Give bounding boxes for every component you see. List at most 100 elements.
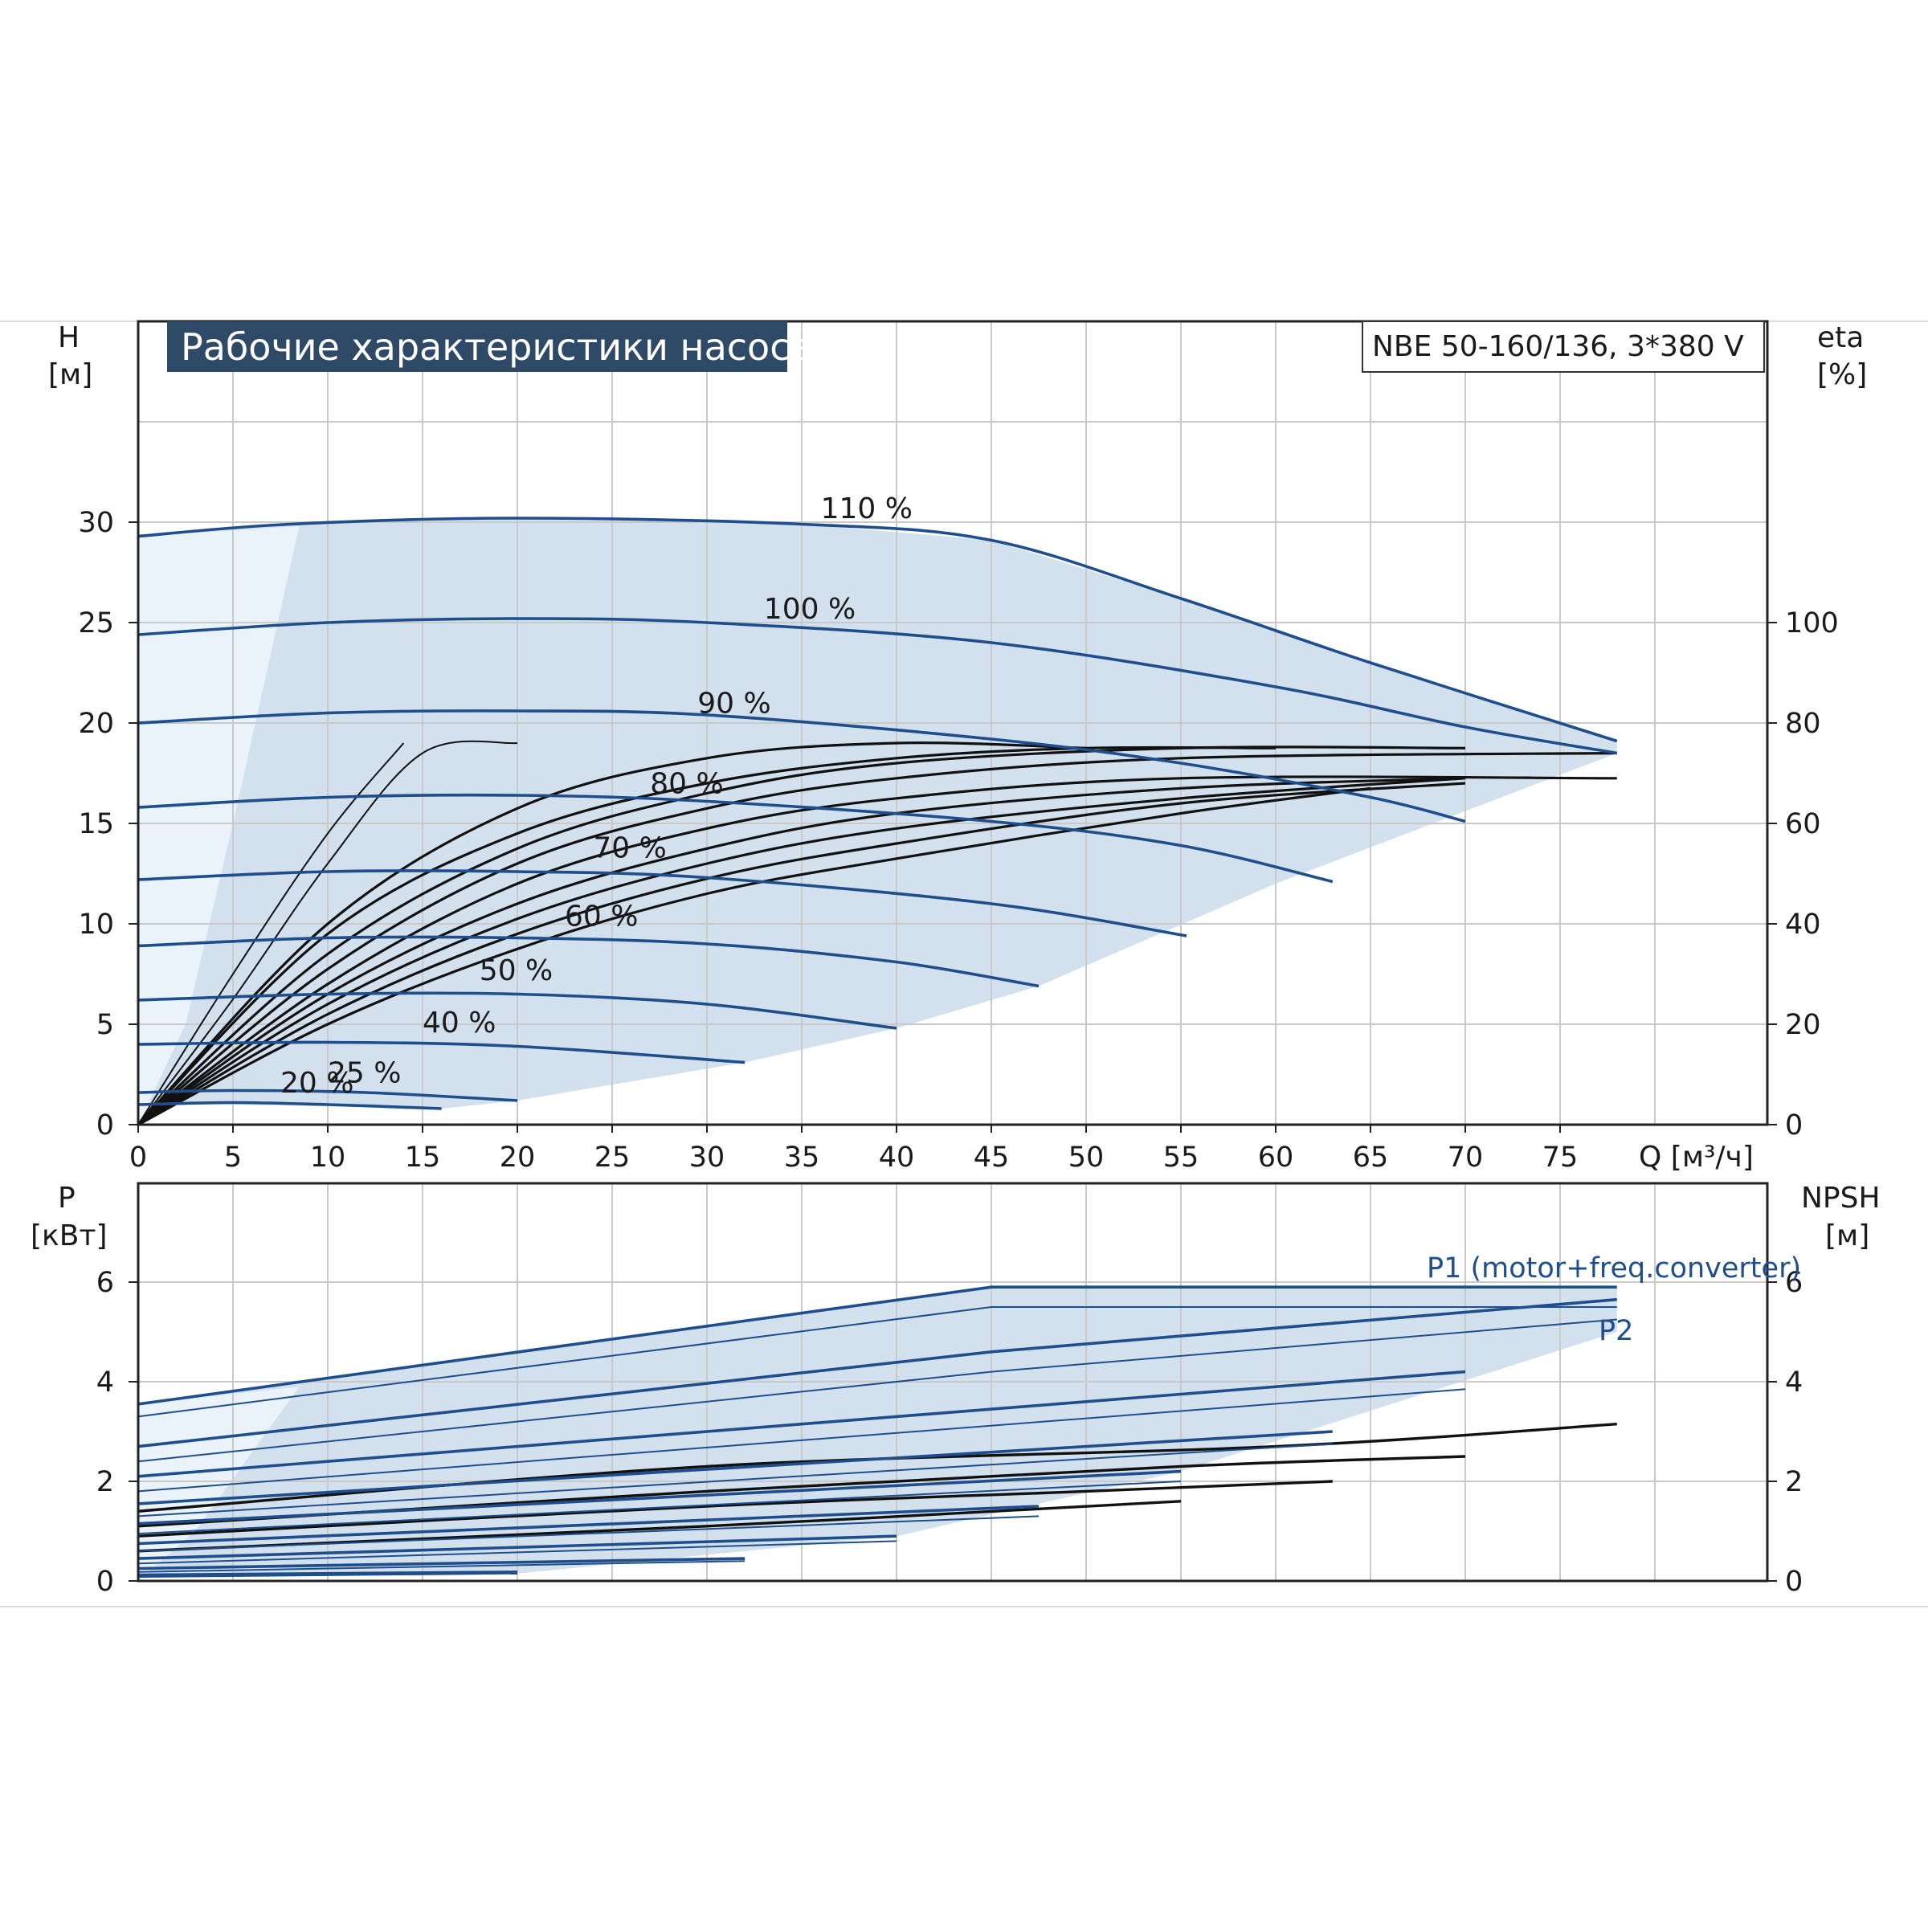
- p1-series-label: P1 (motor+freq.converter): [1427, 1252, 1801, 1285]
- speed-curve-70-percent: [137, 869, 1187, 937]
- p2-curve-5: [137, 1481, 1182, 1535]
- h-axis-unit: [м]: [48, 358, 92, 391]
- p2-curve-3: [137, 1388, 1466, 1493]
- power-operating-envelope: [138, 1287, 1617, 1576]
- q-tick-10: 10: [310, 1142, 346, 1174]
- q-tick-40: 40: [879, 1142, 915, 1174]
- q-tick-60: 60: [1258, 1142, 1294, 1174]
- p1-curve-1: [137, 1285, 1617, 1406]
- p-tick-4: 4: [96, 1366, 114, 1399]
- chart-title: Рабочие характеристики насоса: [181, 325, 813, 369]
- eta-axis-unit: [%]: [1817, 358, 1867, 391]
- speed-curve-25-percent: [137, 1089, 518, 1102]
- speed-label-50-percent: 50 %: [480, 954, 553, 987]
- eta-tick-100: 100: [1785, 607, 1839, 639]
- p1-curve-4: [137, 1430, 1333, 1505]
- speed-curve-110-percent: [137, 517, 1618, 743]
- eta-axis-title: eta: [1817, 321, 1864, 354]
- h-tick-15: 15: [78, 808, 114, 840]
- npsh-axis-title: NPSH: [1801, 1182, 1881, 1215]
- h-tick-5: 5: [96, 1009, 114, 1041]
- h-tick-10: 10: [78, 909, 114, 941]
- speed-label-80-percent: 80 %: [650, 768, 723, 801]
- p1-curve-7: [137, 1534, 897, 1560]
- model-box: [1362, 321, 1765, 373]
- q-tick-50: 50: [1068, 1142, 1105, 1174]
- head-low-flow-region: [138, 526, 300, 1125]
- speed-label-25-percent: 25 %: [328, 1057, 401, 1090]
- p1-curve-9: [137, 1571, 518, 1577]
- p-tick-2: 2: [96, 1466, 114, 1498]
- q-tick-55: 55: [1163, 1142, 1199, 1174]
- npsh-curve-1: [137, 1423, 1617, 1513]
- p-axis-title: P: [58, 1182, 76, 1215]
- p1-curve-3: [137, 1370, 1466, 1478]
- speed-curve-80-percent: [137, 793, 1334, 884]
- p-axis-unit: [кВт]: [31, 1219, 108, 1252]
- eta-tick-60: 60: [1785, 808, 1821, 840]
- speed-curve-20-percent: [137, 1101, 442, 1110]
- efficiency-curve-6: [137, 751, 1617, 1126]
- q-tick-30: 30: [689, 1142, 725, 1174]
- eta-tick-80: 80: [1785, 708, 1821, 740]
- eta-tick-0: 0: [1785, 1109, 1803, 1142]
- p1-curve-5: [137, 1469, 1182, 1526]
- speed-label-110-percent: 110 %: [821, 492, 913, 525]
- efficiency-curve-3: [137, 741, 1087, 1126]
- q-tick-20: 20: [500, 1142, 536, 1174]
- efficiency-curve-9: [137, 777, 1466, 1126]
- p2-series-label: P2: [1599, 1315, 1633, 1347]
- chart-title-background: [167, 321, 787, 372]
- speed-label-40-percent: 40 %: [423, 1007, 496, 1040]
- efficiency-curve-11: [137, 786, 1371, 1126]
- h-axis-title: H: [58, 321, 80, 354]
- h-tick-20: 20: [78, 708, 114, 740]
- speed-curve-100-percent: [137, 617, 1618, 755]
- p2-curve-2: [137, 1318, 1617, 1463]
- npsh-tick-0: 0: [1785, 1566, 1803, 1598]
- efficiency-curve-10: [137, 782, 1466, 1126]
- q-tick-75: 75: [1542, 1142, 1579, 1174]
- eta-tick-20: 20: [1785, 1009, 1821, 1041]
- npsh-axis-unit: [м]: [1825, 1219, 1869, 1252]
- q-tick-70: 70: [1448, 1142, 1484, 1174]
- q-axis-title: Q [м³/ч]: [1639, 1141, 1754, 1174]
- speed-label-90-percent: 90 %: [697, 688, 770, 721]
- npsh-curve-3: [137, 1480, 1333, 1538]
- q-tick-65: 65: [1353, 1142, 1389, 1174]
- p2-curve-7: [137, 1540, 897, 1565]
- q-tick-35: 35: [784, 1142, 820, 1174]
- efficiency-curve-5: [137, 745, 1466, 1126]
- q-tick-45: 45: [974, 1142, 1010, 1174]
- speed-label-100-percent: 100 %: [764, 593, 856, 626]
- eta-tick-40: 40: [1785, 909, 1821, 941]
- p-tick-0: 0: [96, 1566, 114, 1598]
- p2-curve-9: [137, 1572, 518, 1578]
- q-tick-0: 0: [129, 1142, 147, 1174]
- speed-label-20-percent: 20 %: [280, 1067, 353, 1100]
- speed-curve-40-percent: [137, 1040, 745, 1064]
- speed-label-70-percent: 70 %: [593, 832, 666, 865]
- p-tick-6: 6: [96, 1267, 114, 1299]
- efficiency-curve-1: [137, 742, 405, 1125]
- q-tick-15: 15: [405, 1142, 441, 1174]
- q-tick-5: 5: [224, 1142, 242, 1174]
- p1-curve-8: [137, 1557, 745, 1571]
- npsh-tick-4: 4: [1785, 1366, 1803, 1399]
- q-tick-25: 25: [594, 1142, 631, 1174]
- h-tick-25: 25: [78, 607, 114, 639]
- h-tick-0: 0: [96, 1109, 114, 1142]
- p2-curve-1: [137, 1306, 1617, 1418]
- speed-curve-50-percent: [137, 991, 897, 1030]
- p2-curve-6: [137, 1515, 1040, 1552]
- h-tick-30: 30: [78, 507, 114, 539]
- p2-curve-8: [137, 1560, 745, 1573]
- efficiency-curve-4: [137, 745, 1276, 1126]
- speed-curve-60-percent: [137, 935, 1040, 988]
- p1-curve-2: [137, 1297, 1617, 1448]
- npsh-tick-2: 2: [1785, 1466, 1803, 1498]
- npsh-tick-6: 6: [1785, 1267, 1803, 1299]
- speed-curve-90-percent: [137, 709, 1466, 823]
- speed-label-60-percent: 60 %: [565, 901, 638, 933]
- p2-curve-4: [137, 1443, 1333, 1517]
